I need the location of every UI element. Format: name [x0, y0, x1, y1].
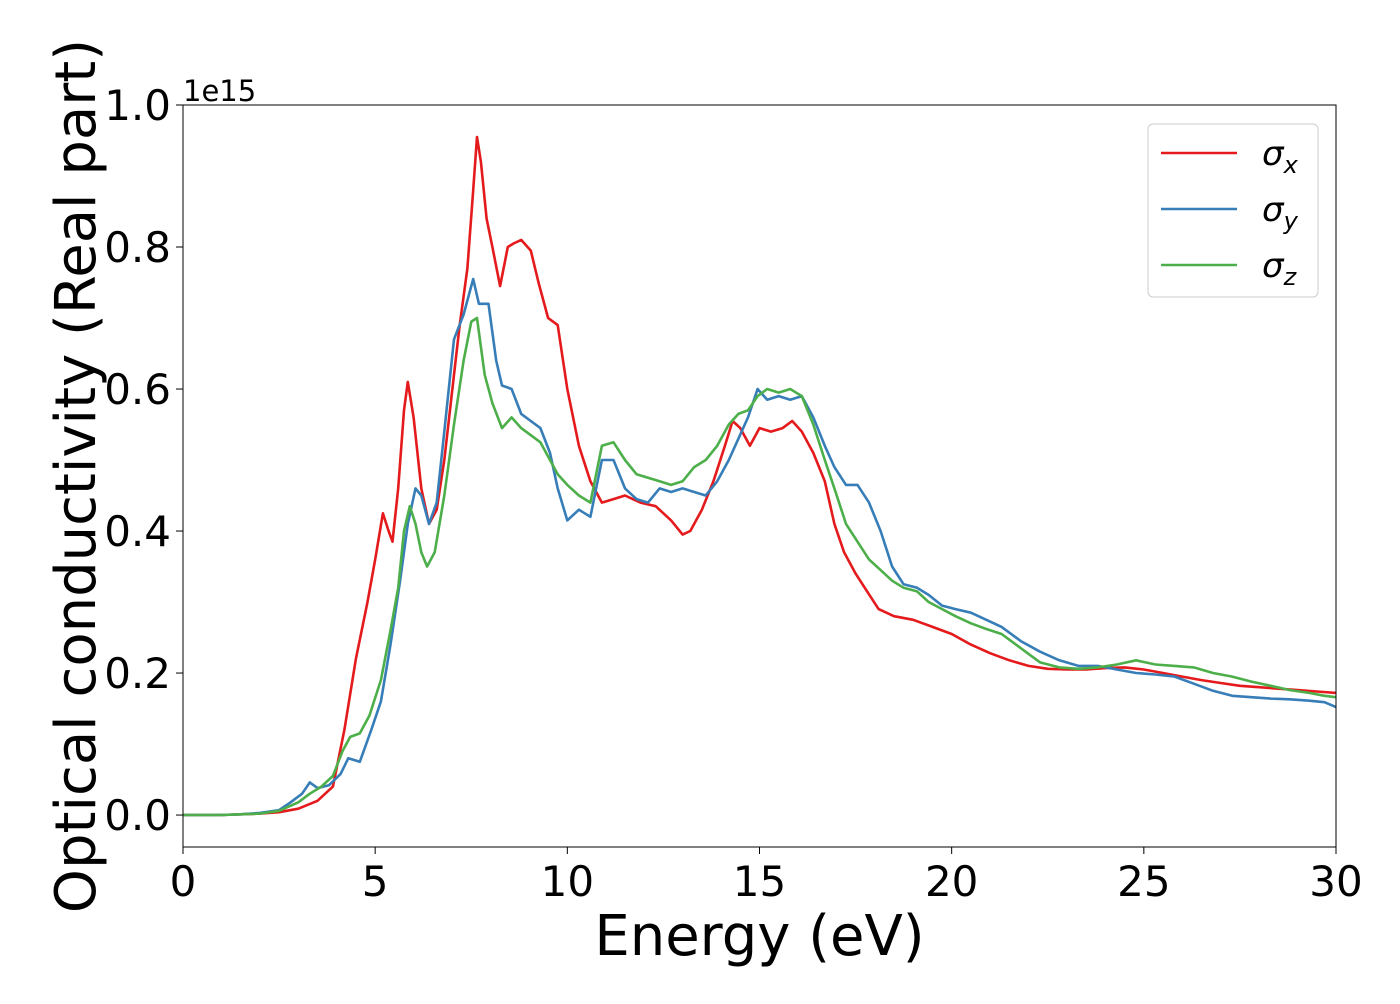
x-tick-label: 5: [362, 857, 389, 906]
y-axis: 0.0 0.2 0.4 0.6 0.8 1.0: [104, 81, 183, 840]
x-tick-label: 10: [541, 857, 594, 906]
y-tick-label: 1.0: [104, 81, 171, 130]
legend-label-x: σx: [1262, 134, 1299, 179]
legend: σx σy σz: [1147, 123, 1319, 298]
x-axis-label: Energy (eV): [594, 904, 924, 969]
y-offset-text: 1e15: [183, 74, 256, 108]
series-line-y: [183, 277, 1336, 817]
series-line-z: [183, 316, 1336, 817]
series-layer: [183, 135, 1336, 817]
x-axis: 0 5 10 15 20 25 30: [170, 847, 1363, 906]
y-axis-label: Optical conductivity (Real part): [44, 39, 109, 913]
legend-box: [1147, 123, 1319, 298]
y-tick-label: 0.2: [104, 649, 171, 698]
legend-label-z: σz: [1262, 246, 1298, 291]
legend-label-y: σy: [1262, 190, 1299, 235]
x-tick-label: 15: [733, 857, 786, 906]
series-line-x: [183, 135, 1336, 817]
x-tick-label: 25: [1117, 857, 1170, 906]
x-tick-label: 0: [170, 857, 197, 906]
y-tick-label: 0.4: [104, 507, 171, 556]
y-tick-label: 0.8: [104, 223, 171, 272]
x-tick-label: 20: [925, 857, 978, 906]
y-tick-label: 0.6: [104, 365, 171, 414]
y-tick-label: 0.0: [104, 791, 171, 840]
x-tick-label: 30: [1309, 857, 1362, 906]
